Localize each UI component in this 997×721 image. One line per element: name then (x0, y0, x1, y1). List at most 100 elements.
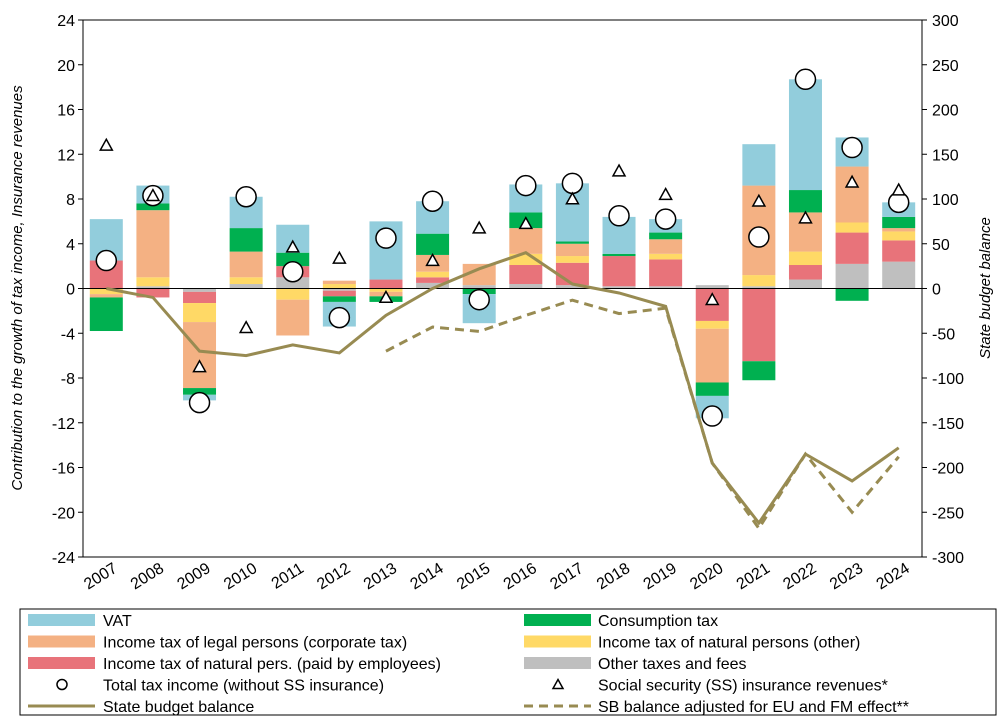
ss-marker (891, 182, 906, 196)
total-marker (328, 306, 351, 329)
y-tick-label: 20 (57, 58, 75, 75)
ss-marker (192, 359, 207, 373)
x-tick-label: 2017 (547, 560, 586, 593)
total-marker (608, 205, 630, 227)
bar-segment (695, 382, 729, 396)
ss-marker (332, 250, 347, 264)
legend-label: Income tax of legal persons (corporate t… (103, 635, 407, 652)
y-tick-label: 12 (57, 147, 75, 164)
ss-marker (844, 174, 860, 188)
x-tick-label: 2018 (594, 560, 633, 593)
bar-segment (788, 79, 822, 191)
legend-swatch (56, 678, 68, 691)
bar-segment (788, 265, 822, 280)
legend-label: Consumption tax (598, 613, 718, 630)
ss-marker (704, 292, 720, 306)
bar-segment (882, 216, 916, 229)
x-tick-label: 2009 (174, 560, 213, 593)
bar-segment (183, 303, 217, 323)
total-marker (235, 186, 257, 208)
bar-segment (649, 259, 683, 287)
bar-segment (742, 288, 776, 362)
ss-marker (378, 289, 394, 303)
bar-segment (276, 288, 310, 300)
bar-segment (695, 328, 729, 383)
bar-segment (322, 284, 356, 289)
y2-tick-label: -200 (932, 461, 964, 478)
bar-segment (555, 241, 589, 244)
x-tick-label: 2008 (128, 560, 167, 593)
bar-segment (835, 288, 869, 301)
y2-tick-label: 0 (932, 282, 941, 299)
ss-marker (611, 163, 627, 177)
ss-marker (285, 239, 301, 253)
bar-segment (416, 277, 450, 283)
bar-segment (882, 231, 916, 241)
bar-segment (509, 284, 543, 289)
total-marker (561, 172, 584, 195)
legend-box (19, 608, 997, 716)
bar-segment (416, 233, 450, 255)
total-marker (468, 288, 490, 311)
bar-segment (555, 262, 589, 286)
bar-segment (788, 190, 822, 213)
bar-segment (835, 263, 869, 289)
ss-marker (658, 186, 673, 201)
y-tick-label: 24 (57, 13, 75, 30)
y-tick-label: 4 (66, 237, 75, 254)
bar-segment (649, 232, 683, 240)
total-marker (654, 208, 677, 230)
legend-label: Income tax of natural pers. (paid by emp… (103, 656, 441, 673)
bar-segment (89, 297, 123, 332)
x-tick-label: 2019 (641, 560, 680, 593)
legend-swatch (524, 657, 591, 669)
legend-swatch (28, 635, 95, 648)
bar-segment (369, 279, 403, 289)
bar-segment (742, 286, 776, 289)
total-marker (188, 391, 211, 414)
legend-label: Social security (SS) insurance revenues* (598, 678, 888, 695)
legend-label: State budget balance (103, 699, 254, 716)
y2-tick-label: -250 (932, 505, 964, 522)
ss-marker (99, 137, 114, 151)
y-tick-label: 16 (57, 103, 75, 120)
legend-label: Other taxes and fees (598, 656, 747, 673)
y-tick-label: 0 (66, 282, 75, 299)
total-marker (701, 405, 723, 427)
bar-segment (509, 265, 543, 285)
x-tick-label: 2015 (454, 560, 493, 593)
legend-label: SB balance adjusted for EU and FM effect… (598, 699, 909, 716)
bar-segment (416, 282, 450, 289)
legend-label: Total tax income (without SS insurance) (103, 678, 384, 695)
y-tick-label: 8 (66, 192, 75, 209)
bar-segment (416, 271, 450, 278)
bar-segment (555, 285, 589, 289)
bar-segment (602, 286, 636, 289)
bar-segment (322, 296, 356, 302)
bar-segment (322, 290, 356, 297)
legend-label: VAT (103, 613, 132, 630)
bar-segment (509, 228, 543, 254)
bar-segment (742, 361, 776, 381)
x-tick-label: 2012 (314, 560, 353, 593)
bar-segment (555, 256, 589, 263)
bar-segment (509, 253, 543, 266)
bar-segment (322, 280, 356, 285)
total-marker (375, 227, 397, 249)
total-marker (748, 226, 770, 248)
bar-segment (602, 256, 636, 287)
bar-segment (136, 210, 170, 278)
total-marker (515, 174, 537, 197)
x-tick-label: 2021 (734, 560, 773, 593)
legend-label: Income tax of natural persons (other) (598, 635, 860, 652)
bar-segment (136, 286, 170, 289)
bar-segment (695, 285, 729, 289)
bar-segment (322, 288, 356, 291)
y2-tick-label: 250 (932, 58, 959, 75)
y2-tick-label: -50 (932, 326, 955, 343)
bar-segment (649, 239, 683, 254)
bar-segment (136, 277, 170, 287)
bar-segment (835, 222, 869, 233)
bar-segment (276, 299, 310, 336)
